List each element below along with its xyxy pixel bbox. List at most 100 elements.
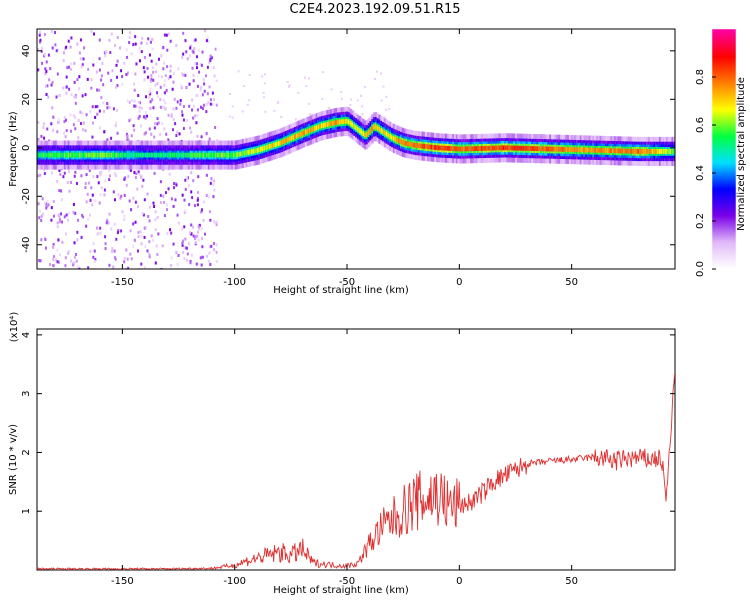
colorbar-cell	[712, 251, 736, 254]
noise-cell	[56, 130, 59, 134]
noise-cell	[140, 106, 143, 110]
noise-cell	[123, 217, 126, 221]
colorbar-cell	[712, 29, 736, 32]
noise-cell	[208, 85, 211, 89]
heatmap-cell	[515, 145, 518, 151]
noise-cell	[152, 201, 155, 205]
noise-cell	[70, 36, 73, 40]
noise-cell	[153, 135, 156, 139]
heatmap-cell	[461, 146, 464, 152]
heatmap-cell	[258, 147, 261, 153]
noise-cell	[132, 196, 135, 200]
noise-cell	[113, 222, 116, 226]
noise-cell	[76, 42, 79, 46]
heatmap-cell	[378, 126, 381, 132]
heatmap-cell	[382, 129, 385, 135]
heatmap-cell	[107, 152, 110, 158]
colorbar-tick-label: 0.8	[695, 69, 706, 85]
colorbar-cell	[712, 267, 736, 270]
heatmap-cell	[482, 145, 485, 151]
noise-cell	[172, 128, 175, 132]
noise-cell	[54, 30, 57, 34]
noise-cell	[188, 231, 191, 235]
noise-cell	[154, 261, 157, 265]
noise-cell	[164, 91, 167, 95]
noise-cell	[148, 240, 151, 244]
noise-cell	[56, 248, 59, 252]
heatmap-cell	[608, 148, 611, 154]
heatmap-cell	[207, 152, 211, 158]
noise-cell	[192, 116, 195, 120]
noise-cell	[114, 257, 117, 261]
noise-cell	[88, 169, 91, 173]
noise-cell	[57, 118, 60, 122]
noise-cell	[138, 172, 141, 176]
heatmap-cell	[624, 148, 627, 154]
noise-cell	[60, 198, 63, 202]
colorbar-cell	[712, 69, 736, 72]
heatmap-cell	[101, 152, 104, 158]
noise-cell	[140, 242, 143, 246]
noise-cell	[155, 244, 158, 248]
colorbar-cell	[712, 45, 736, 48]
noise-cell	[135, 171, 138, 175]
heatmap-cell	[396, 137, 399, 143]
noise-cell	[58, 169, 61, 173]
heatmap-cell	[315, 125, 318, 131]
colorbar-cell	[712, 153, 736, 156]
heatmap-cell	[586, 147, 590, 153]
noise-cell	[182, 250, 185, 254]
noise-cell	[151, 47, 154, 51]
noise-cell	[195, 94, 198, 98]
heatmap-cell	[568, 147, 572, 152]
heatmap-cell	[486, 145, 489, 151]
noise-cell	[192, 79, 195, 83]
noise-cell	[114, 124, 117, 128]
noise-cell	[73, 174, 76, 178]
noise-cell	[210, 56, 213, 60]
noise-cell	[83, 46, 86, 50]
noise-cell	[74, 170, 77, 174]
noise-cell	[215, 79, 218, 82]
noise-cell	[177, 253, 180, 257]
noise-cell	[129, 118, 132, 122]
noise-cell	[183, 256, 186, 260]
noise-cell	[192, 104, 195, 108]
noise-cell	[87, 217, 90, 221]
heatmap-cell	[173, 152, 176, 158]
colorbar-tick-label: 0.0	[695, 261, 706, 277]
noise-cell	[43, 201, 46, 205]
colorbar-cell	[712, 205, 736, 208]
heatmap-cell	[322, 122, 326, 128]
noise-cell	[364, 85, 367, 88]
heatmap-cell	[619, 148, 622, 154]
noise-cell	[103, 130, 106, 134]
noise-cell	[213, 98, 216, 102]
heatmap-cell	[516, 145, 520, 151]
noise-cell	[104, 179, 107, 183]
noise-cell	[68, 170, 71, 174]
colorbar-cell	[712, 149, 736, 152]
colorbar-cell	[712, 211, 736, 214]
noise-cell	[209, 102, 212, 106]
heatmap-cell	[367, 130, 370, 136]
heatmap-cell	[117, 152, 121, 158]
y-tick-label: -40	[21, 237, 32, 253]
heatmap-cell	[308, 128, 311, 134]
noise-cell	[37, 174, 40, 178]
heatmap-cell	[385, 131, 388, 137]
heatmap-cell	[63, 152, 67, 158]
heatmap-cell	[241, 151, 245, 156]
noise-cell	[213, 248, 216, 252]
heatmap-cell	[56, 152, 60, 158]
noise-cell	[65, 213, 68, 217]
noise-cell	[207, 39, 210, 43]
noise-cell	[139, 230, 142, 234]
noise-cell	[53, 264, 56, 268]
noise-cell	[37, 48, 40, 52]
heatmap-cell	[439, 145, 442, 151]
colorbar-cell	[712, 183, 736, 186]
noise-cell	[125, 48, 128, 52]
colorbar-cell	[712, 175, 736, 178]
heatmap-cell	[561, 146, 565, 152]
